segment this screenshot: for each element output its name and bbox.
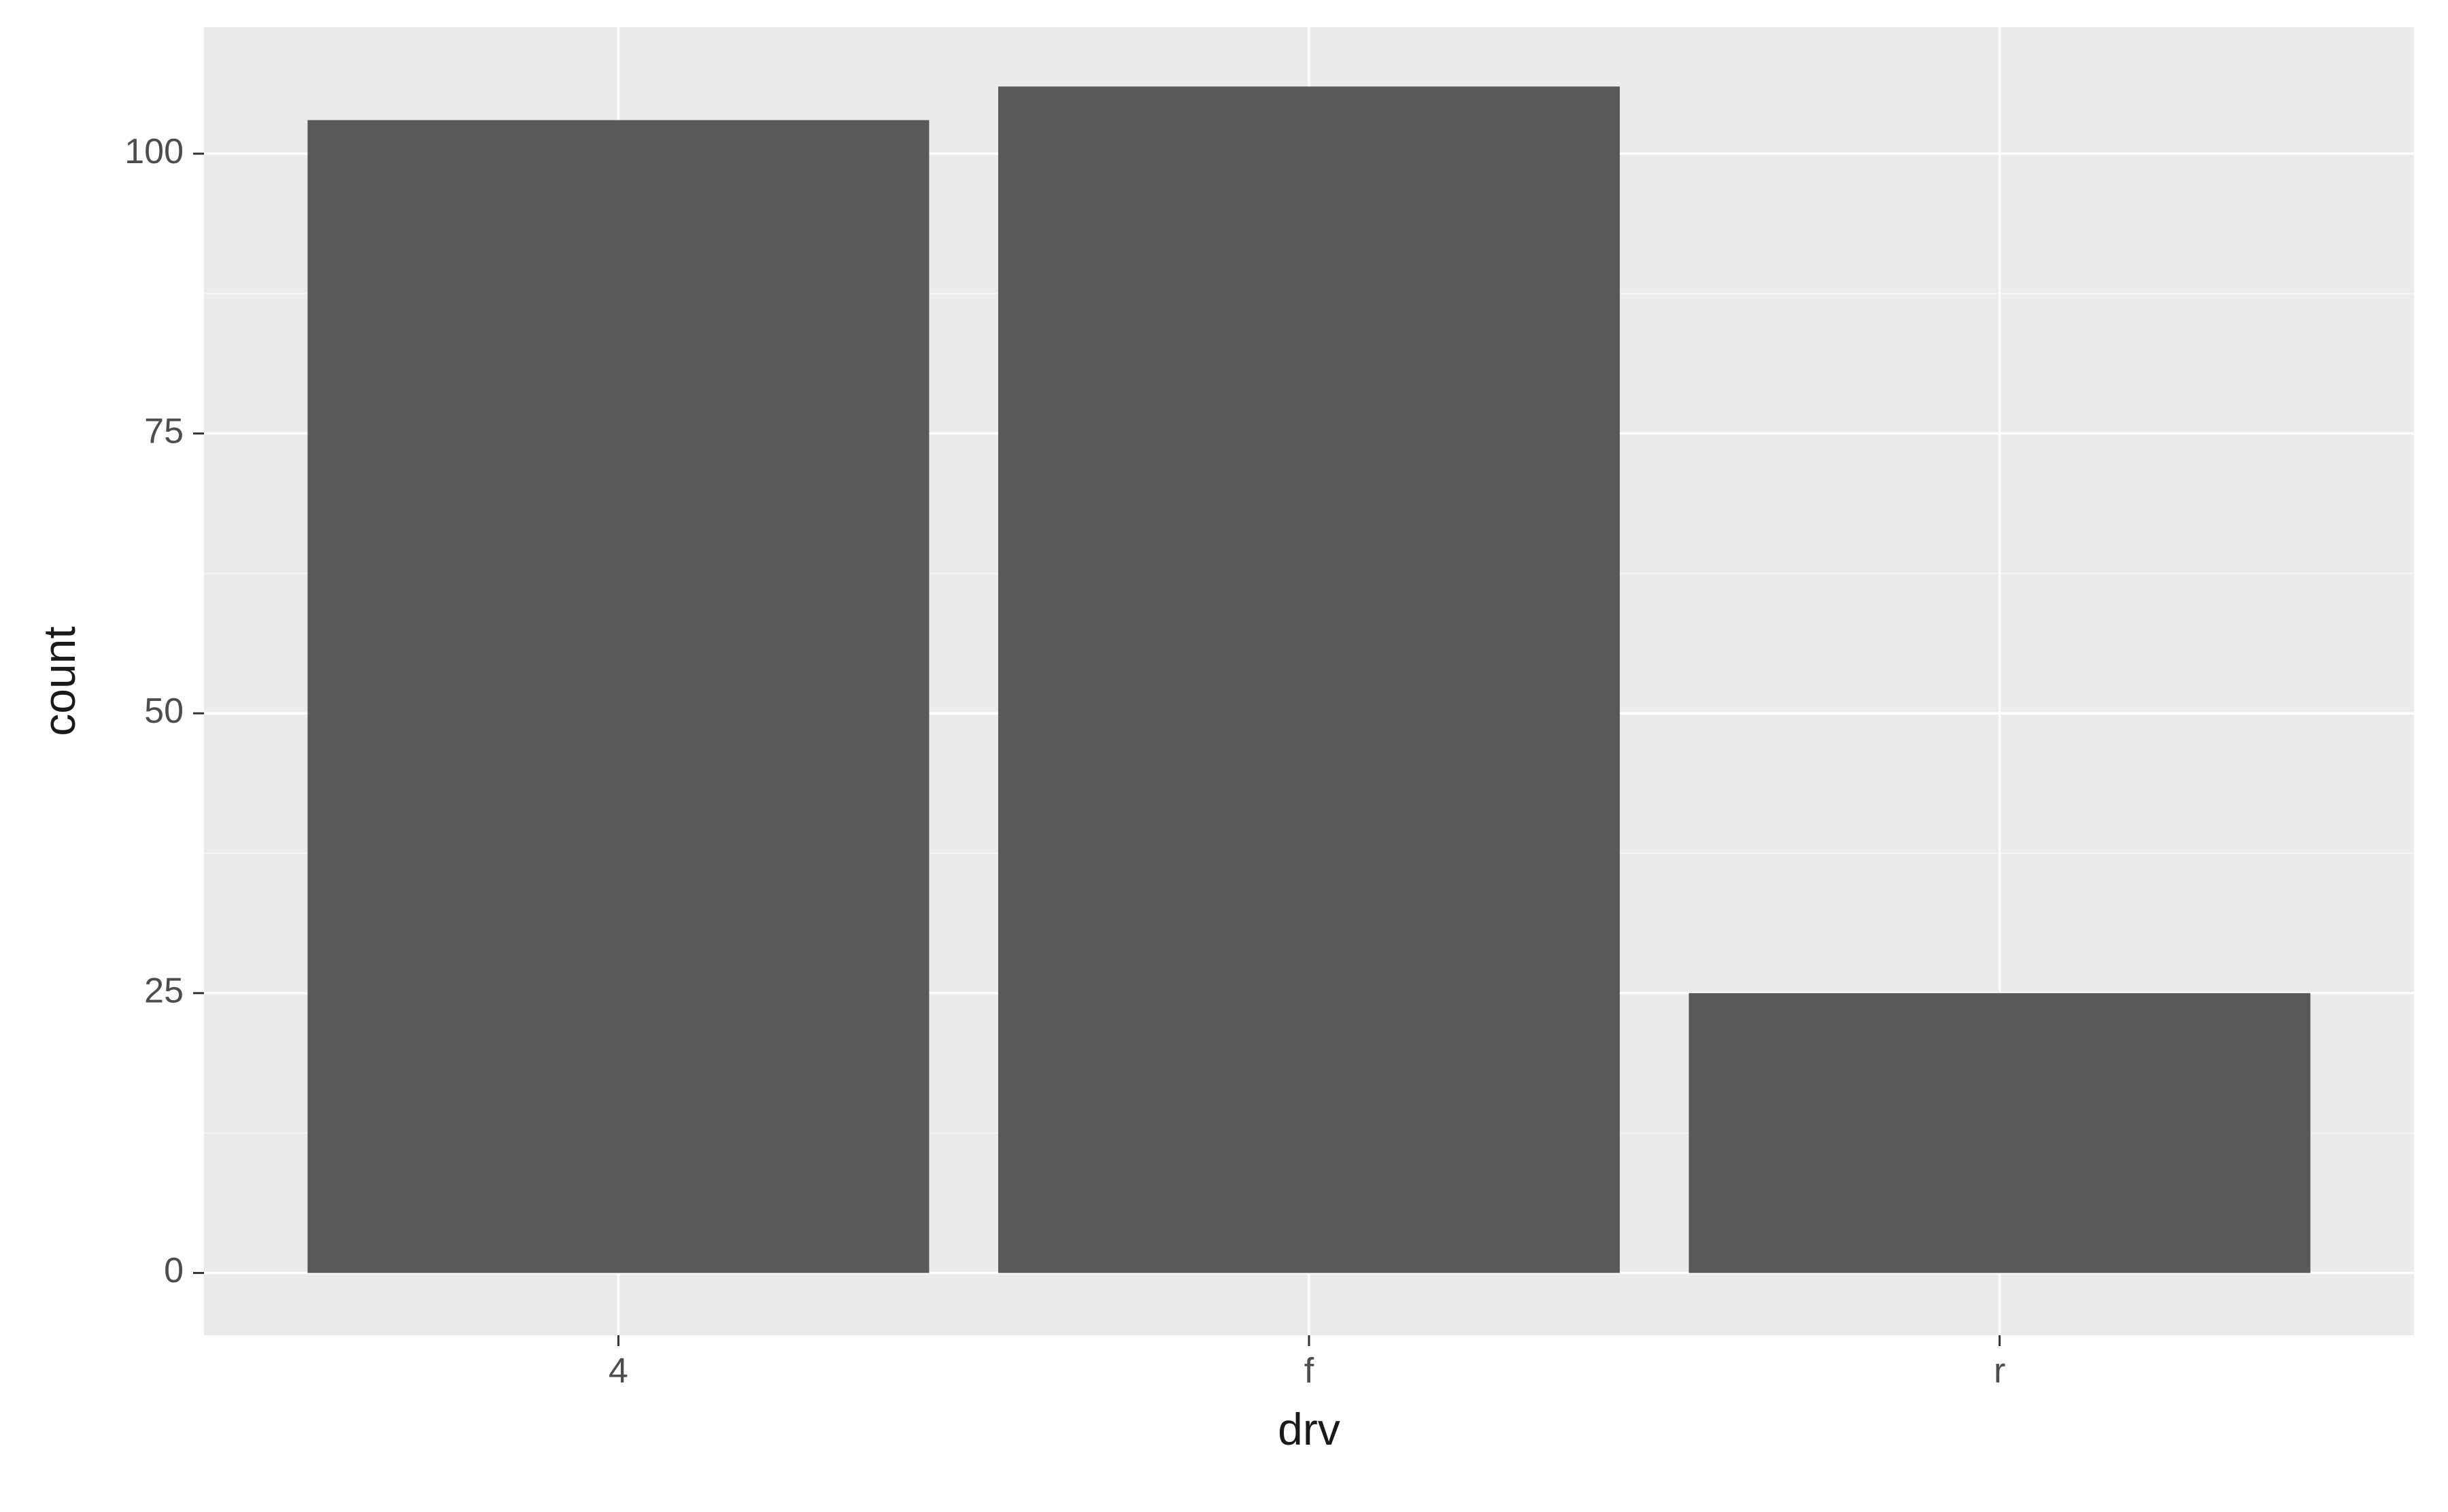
y-tick-label: 100 bbox=[124, 132, 184, 171]
bar bbox=[307, 120, 929, 1273]
bar-chart: 0 25 50 75 100 4 f r drv count bbox=[0, 0, 2448, 1512]
y-tick-label: 75 bbox=[144, 411, 184, 451]
y-tick-label: 0 bbox=[164, 1251, 184, 1290]
x-tick-label: r bbox=[1994, 1352, 2005, 1391]
x-tick-label: f bbox=[1304, 1352, 1314, 1391]
y-tick-label: 25 bbox=[144, 972, 184, 1011]
bar bbox=[998, 86, 1620, 1273]
y-tick-label: 50 bbox=[144, 691, 184, 731]
x-axis-title: drv bbox=[1278, 1404, 1340, 1454]
y-axis-title: count bbox=[34, 626, 84, 736]
x-tick-label: 4 bbox=[609, 1352, 628, 1391]
bar bbox=[1689, 993, 2311, 1273]
